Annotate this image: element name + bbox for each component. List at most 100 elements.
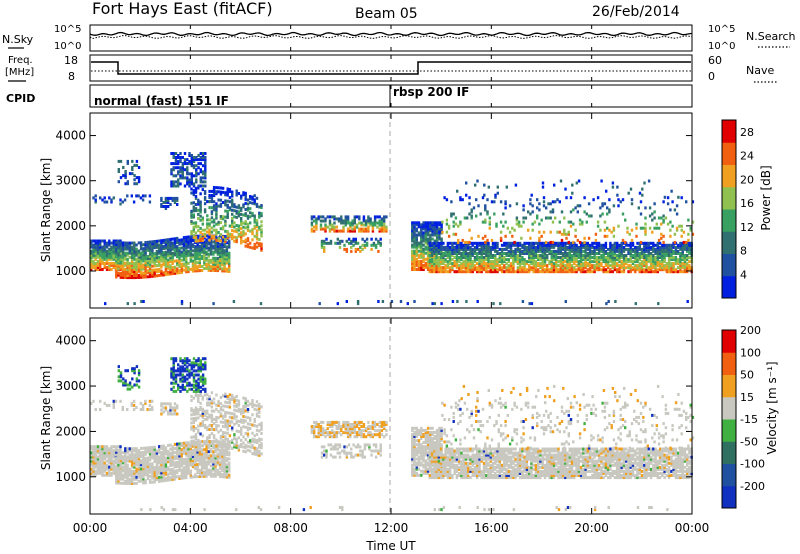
heatmap-cell: [652, 264, 655, 268]
heatmap-cell: [135, 471, 138, 475]
heatmap-cell: [561, 260, 565, 264]
heatmap-cell: [173, 442, 177, 446]
heatmap-cell: [559, 247, 562, 251]
heatmap-cell: [212, 464, 215, 468]
heatmap-cell: [454, 216, 458, 220]
heatmap-cell: [518, 264, 522, 268]
heatmap-cell: [568, 249, 571, 253]
heatmap-cell: [186, 172, 189, 176]
heatmap-cell: [548, 268, 551, 272]
heatmap-cell: [185, 268, 188, 272]
heatmap-cell: [552, 249, 556, 253]
heatmap-cell: [640, 252, 644, 255]
heatmap-cell: [94, 253, 97, 257]
heatmap-cell: [508, 204, 512, 208]
heatmap-cell: [246, 226, 250, 230]
heatmap-cell: [144, 245, 147, 248]
heatmap-cell: [364, 221, 368, 225]
heatmap-cell: [582, 249, 585, 253]
heatmap-cell: [532, 266, 535, 270]
heatmap-cell: [586, 241, 589, 245]
heatmap-cell: [101, 463, 104, 467]
heatmap-cell: [661, 260, 664, 264]
heatmap-cell: [645, 247, 648, 251]
heatmap-cell: [676, 258, 680, 262]
heatmap-cell: [99, 457, 102, 461]
heatmap-cell: [499, 238, 503, 242]
heatmap-cell: [108, 465, 111, 469]
heatmap-cell: [464, 254, 468, 257]
heatmap-cell: [212, 302, 215, 306]
heatmap-cell: [438, 233, 441, 237]
heatmap-cell: [564, 243, 567, 247]
heatmap-cell: [542, 196, 546, 200]
heatmap-cell: [204, 156, 207, 159]
heatmap-cell: [446, 247, 450, 251]
heatmap-cell: [176, 241, 179, 244]
heatmap-cell: [151, 480, 154, 484]
heatmap-cell: [182, 254, 186, 258]
heatmap-cell: [602, 249, 605, 253]
heatmap-cell: [517, 224, 521, 228]
heatmap-cell: [221, 217, 225, 221]
heatmap-cell: [112, 449, 115, 453]
heatmap-cell: [155, 264, 159, 268]
heatmap-cell: [451, 245, 454, 249]
heatmap-cell: [203, 202, 207, 206]
heatmap-cell: [204, 168, 207, 172]
heatmap-cell: [167, 205, 170, 208]
heatmap-cell: [169, 244, 172, 247]
heatmap-cell: [362, 227, 366, 231]
heatmap-cell: [162, 255, 165, 259]
heatmap-cell: [128, 473, 131, 477]
heatmap-cell: [661, 268, 664, 272]
heatmap-cell: [537, 249, 540, 253]
heatmap-cell: [444, 264, 447, 268]
heatmap-cell: [618, 268, 621, 272]
heatmap-cell: [158, 251, 161, 255]
heatmap-cell: [568, 262, 571, 266]
heatmap-cell: [176, 463, 179, 466]
heatmap-cell: [99, 445, 102, 449]
heatmap-cell: [541, 264, 544, 268]
heatmap-cell: [686, 243, 689, 247]
heatmap-cell: [498, 254, 501, 257]
heatmap-cell: [516, 268, 520, 272]
heatmap-cell: [613, 247, 617, 251]
heatmap-cell: [482, 268, 486, 272]
heatmap-cell: [503, 266, 506, 270]
heatmap-cell: [158, 274, 161, 277]
heatmap-cell: [146, 466, 150, 470]
heatmap-cell: [638, 243, 641, 247]
heatmap-cell: [142, 275, 145, 279]
heatmap-cell: [223, 475, 226, 479]
heatmap-cell: [135, 481, 138, 485]
heatmap-cell: [478, 270, 481, 274]
heatmap-cell: [112, 255, 115, 259]
heatmap-cell: [119, 251, 122, 255]
heatmap-cell: [99, 259, 102, 263]
heatmap-cell: [420, 237, 423, 241]
heatmap-cell: [92, 465, 95, 469]
heatmap-cell: [666, 196, 670, 200]
heatmap-cell: [591, 249, 594, 253]
heatmap-cell: [214, 236, 217, 240]
heatmap-cell: [674, 252, 678, 255]
heatmap-cell: [223, 473, 226, 477]
heatmap-cell: [453, 241, 456, 245]
heatmap-cell: [656, 270, 659, 274]
heatmap-cell: [117, 463, 120, 467]
heatmap-cell: [333, 215, 336, 219]
heatmap-cell: [180, 462, 183, 466]
heatmap-cell: [108, 449, 111, 453]
heatmap-cell: [514, 183, 518, 187]
heatmap-cell: [415, 233, 418, 237]
heatmap-cell: [422, 233, 425, 237]
heatmap-cell: [101, 467, 104, 471]
heatmap-cell: [208, 238, 211, 242]
heatmap-cell: [471, 247, 474, 251]
heatmap-cell: [514, 249, 517, 253]
heatmap-cell: [146, 477, 150, 481]
heatmap-cell: [124, 251, 127, 255]
heatmap-cell: [197, 202, 200, 206]
